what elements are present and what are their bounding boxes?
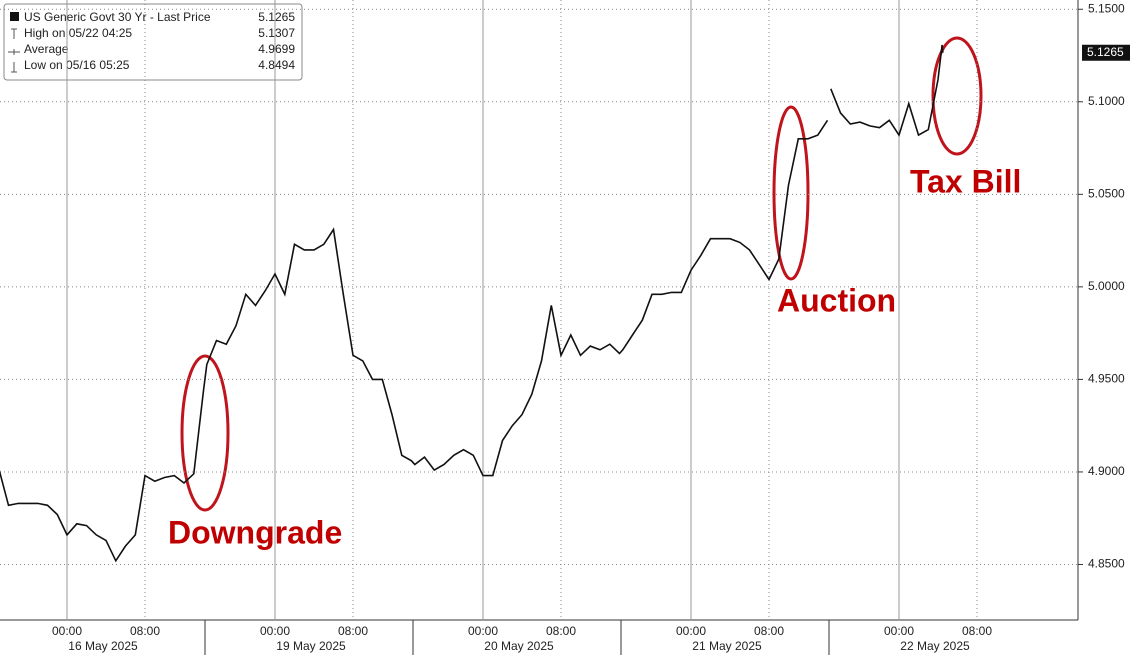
y-tick-label: 5.0500 xyxy=(1088,187,1125,201)
y-tick-label: 4.8500 xyxy=(1088,557,1125,571)
annotation: Tax Bill xyxy=(910,163,1021,199)
legend-icon xyxy=(11,28,17,39)
x-tick-label: 00:00 xyxy=(884,624,914,638)
x-tick-label: 00:00 xyxy=(468,624,498,638)
x-date-label: 22 May 2025 xyxy=(900,639,970,653)
x-tick-label: 08:00 xyxy=(130,624,160,638)
legend-value: 5.1307 xyxy=(258,26,295,40)
legend-label: Average xyxy=(24,42,69,56)
legend: US Generic Govt 30 Yr - Last Price 5.1265… xyxy=(3,3,303,81)
x-tick-label: 08:00 xyxy=(546,624,576,638)
highlight-ellipse xyxy=(180,354,230,512)
legend-icon xyxy=(11,62,17,73)
x-date-label: 21 May 2025 xyxy=(692,639,762,653)
y-tick-label: 5.0000 xyxy=(1088,279,1125,293)
annotation: Downgrade xyxy=(168,514,342,550)
legend-icon xyxy=(8,49,20,55)
legend-value: 4.9699 xyxy=(258,42,295,56)
y-tick-label: 4.9000 xyxy=(1088,464,1125,478)
x-tick-label: 08:00 xyxy=(338,624,368,638)
last-price-label: 5.1265 xyxy=(1087,45,1124,59)
annotation: Auction xyxy=(777,282,896,318)
highlight-ellipse xyxy=(931,36,983,156)
legend-value: 4.8494 xyxy=(258,58,295,72)
x-tick-label: 00:00 xyxy=(52,624,82,638)
highlight-ellipse xyxy=(772,105,810,281)
legend-label: Low on 05/16 05:25 xyxy=(24,58,130,72)
y-tick-label: 5.1500 xyxy=(1088,1,1125,15)
last-price-tag xyxy=(1082,44,1130,61)
x-date-label: 16 May 2025 xyxy=(68,639,138,653)
y-tick-label: 5.1000 xyxy=(1088,94,1125,108)
price-line xyxy=(830,44,944,137)
legend-box xyxy=(3,3,303,81)
x-tick-label: 08:00 xyxy=(962,624,992,638)
x-tick-label: 00:00 xyxy=(260,624,290,638)
price-line xyxy=(0,119,829,563)
x-tick-label: 00:00 xyxy=(676,624,706,638)
x-tick-label: 08:00 xyxy=(754,624,784,638)
y-tick-label: 4.9500 xyxy=(1088,372,1125,386)
x-date-label: 20 May 2025 xyxy=(484,639,554,653)
legend-value: 5.1265 xyxy=(258,10,295,24)
legend-swatch xyxy=(10,12,19,21)
legend-label: US Generic Govt 30 Yr - Last Price xyxy=(24,10,211,24)
x-date-label: 19 May 2025 xyxy=(276,639,346,653)
legend-label: High on 05/22 04:25 xyxy=(24,26,132,40)
